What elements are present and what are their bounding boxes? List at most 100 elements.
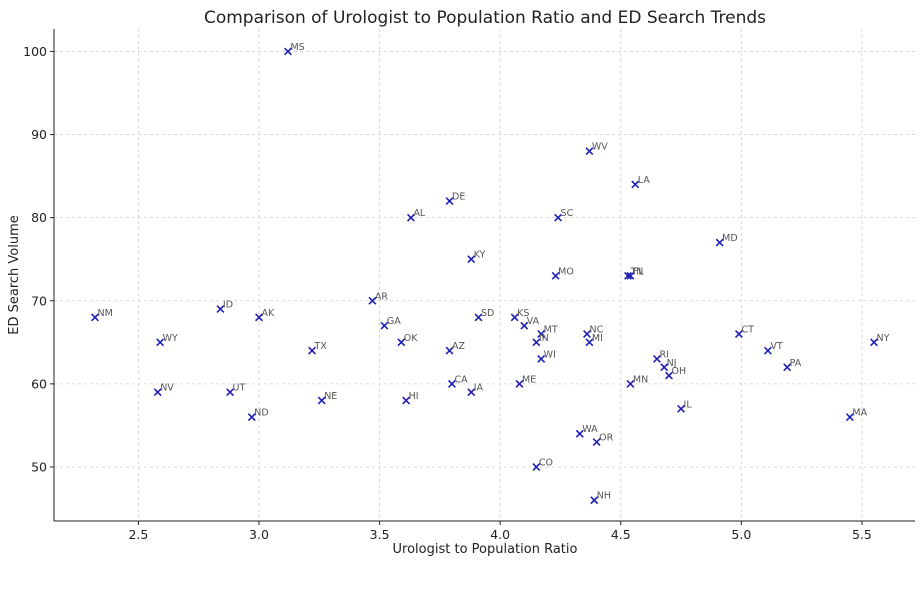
point-label: IL bbox=[684, 399, 693, 410]
x-axis-label: Urologist to Population Ratio bbox=[393, 542, 578, 557]
point-label: SC bbox=[561, 208, 574, 219]
data-point-wa: WA bbox=[575, 424, 598, 438]
x-marker bbox=[734, 330, 743, 338]
chart-title: Comparison of Urologist to Population Ra… bbox=[204, 8, 766, 28]
x-marker bbox=[467, 388, 476, 397]
x-marker bbox=[626, 379, 635, 388]
x-marker bbox=[585, 147, 594, 156]
x-tick-label: 2.5 bbox=[128, 527, 148, 542]
data-point-co: CO bbox=[532, 457, 553, 471]
y-tick-label: 70 bbox=[31, 293, 47, 308]
point-label: DE bbox=[452, 192, 465, 203]
data-point-ok: OK bbox=[397, 333, 418, 347]
axes: 2.5 3.0 3.5 4.0 4.5 5.0 5.5 50 60 70 80 90 100 bbox=[23, 29, 915, 542]
x-marker bbox=[592, 438, 601, 447]
point-label: MN bbox=[633, 374, 648, 385]
data-point-wv: WV bbox=[585, 142, 608, 156]
x-marker bbox=[156, 338, 165, 347]
data-point-ky: KY bbox=[467, 250, 486, 264]
data-point-ut: UT bbox=[226, 383, 246, 397]
x-marker bbox=[474, 313, 483, 322]
point-label: MT bbox=[544, 325, 558, 336]
x-tick-label: 5.5 bbox=[852, 527, 872, 542]
point-label: ME bbox=[522, 374, 536, 385]
x-marker bbox=[677, 404, 686, 413]
point-label: CA bbox=[454, 374, 468, 385]
x-marker bbox=[308, 346, 317, 355]
data-point-ne: NE bbox=[317, 391, 337, 405]
data-point-nh: NH bbox=[590, 491, 611, 505]
point-label: RI bbox=[659, 349, 668, 360]
point-label: LA bbox=[638, 175, 651, 186]
y-tick-label: 60 bbox=[31, 376, 47, 391]
x-marker bbox=[652, 354, 661, 363]
x-marker bbox=[585, 338, 594, 347]
x-marker bbox=[397, 338, 406, 347]
data-point-va: VA bbox=[520, 316, 540, 330]
y-tick-label: 100 bbox=[23, 44, 47, 59]
data-point-hi: HI bbox=[402, 391, 419, 405]
point-label: WY bbox=[163, 333, 178, 344]
data-point-nj: NJ bbox=[660, 358, 677, 372]
x-marker bbox=[631, 180, 640, 189]
point-label: NY bbox=[877, 333, 890, 344]
x-marker bbox=[226, 388, 235, 397]
data-point-ny: NY bbox=[870, 333, 890, 347]
point-label: NC bbox=[590, 325, 604, 336]
grid bbox=[54, 29, 915, 521]
point-label: KY bbox=[474, 250, 486, 261]
point-label: VT bbox=[770, 341, 782, 352]
x-marker bbox=[763, 346, 772, 355]
data-point-vt: VT bbox=[763, 341, 783, 355]
data-point-mo: MO bbox=[551, 266, 574, 280]
point-label: CO bbox=[539, 457, 553, 468]
x-marker bbox=[626, 271, 635, 280]
point-label: AR bbox=[375, 291, 388, 302]
y-tick-label: 80 bbox=[31, 210, 47, 225]
point-label: ID bbox=[223, 300, 233, 311]
data-point-nm: NM bbox=[91, 308, 113, 322]
x-marker bbox=[783, 363, 792, 372]
point-label: OH bbox=[672, 366, 687, 377]
point-label: IN bbox=[539, 333, 549, 344]
x-marker bbox=[715, 238, 724, 247]
x-tick-label: 3.5 bbox=[370, 527, 390, 542]
y-axis-label: ED Search Volume bbox=[7, 215, 22, 335]
x-marker bbox=[445, 346, 454, 355]
point-label: AK bbox=[262, 308, 275, 319]
x-marker bbox=[380, 321, 389, 330]
x-marker bbox=[551, 271, 560, 280]
point-label: NE bbox=[324, 391, 337, 402]
data-point-mn: MN bbox=[626, 374, 648, 388]
x-marker bbox=[406, 213, 415, 222]
x-marker bbox=[532, 338, 541, 347]
x-marker bbox=[402, 396, 411, 405]
data-point-sd: SD bbox=[474, 308, 494, 322]
point-label: OR bbox=[599, 433, 613, 444]
point-label: VA bbox=[527, 316, 540, 327]
data-point-in: IN bbox=[532, 333, 549, 347]
data-point-me: ME bbox=[515, 374, 536, 388]
data-point-ga: GA bbox=[380, 316, 401, 330]
data-point-az: AZ bbox=[445, 341, 466, 355]
x-marker bbox=[554, 213, 563, 222]
x-marker bbox=[537, 330, 546, 338]
x-marker bbox=[447, 379, 456, 388]
point-label: GA bbox=[387, 316, 401, 327]
data-point-la: LA bbox=[631, 175, 651, 189]
point-label: PA bbox=[790, 358, 802, 369]
x-marker bbox=[660, 363, 669, 372]
data-point-ak: AK bbox=[255, 308, 275, 322]
point-label: UT bbox=[233, 383, 246, 394]
x-marker bbox=[255, 313, 263, 322]
point-label: TX bbox=[314, 341, 328, 352]
point-label: MD bbox=[722, 233, 738, 244]
x-marker bbox=[624, 271, 632, 280]
y-tick-label: 90 bbox=[31, 127, 47, 142]
data-point-wi: WI bbox=[537, 349, 556, 363]
x-marker bbox=[532, 463, 541, 471]
y-tick-label: 50 bbox=[31, 459, 47, 474]
point-label: OK bbox=[404, 333, 418, 344]
data-point-ca: CA bbox=[447, 374, 468, 388]
